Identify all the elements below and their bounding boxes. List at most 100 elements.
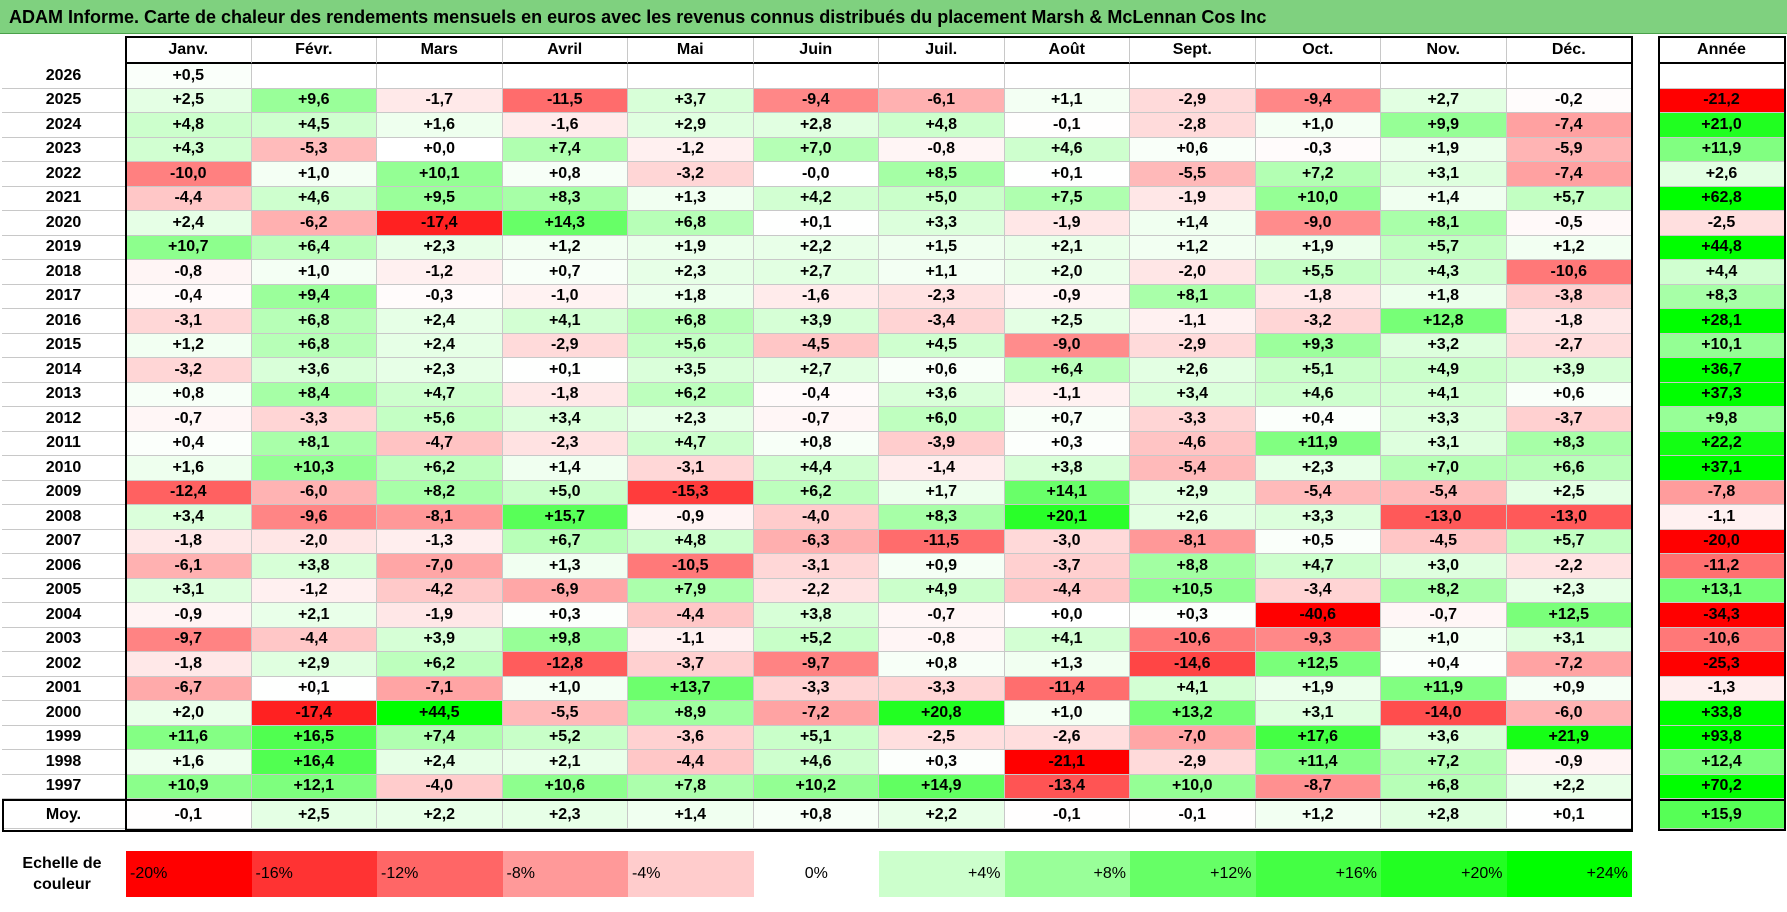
- heatmap-cell: +9,9: [1381, 113, 1507, 138]
- heatmap-cell: +3,8: [1004, 456, 1130, 481]
- month-header: Oct.: [1255, 37, 1381, 64]
- heatmap-cell: -4,5: [753, 333, 879, 358]
- heatmap-cell: -4,4: [628, 750, 754, 775]
- heatmap-cell: -2,2: [753, 578, 879, 603]
- heatmap-cell: -3,7: [628, 652, 754, 677]
- heatmap-cell: -1,1: [1004, 382, 1130, 407]
- heatmap-cell: +8,2: [1381, 578, 1507, 603]
- heatmap-cell: -6,1: [126, 554, 252, 579]
- heatmap-cell: +20,1: [1004, 505, 1130, 530]
- heatmap-cell: +8,8: [1130, 554, 1256, 579]
- heatmap-cell: +2,9: [1130, 480, 1256, 505]
- heatmap-cell: +4,9: [1381, 358, 1507, 383]
- heatmap-cell: -0,9: [1506, 750, 1632, 775]
- heatmap-cell: +4,6: [251, 186, 377, 211]
- heatmap-cell: -0,3: [1255, 137, 1381, 162]
- heatmap-cell: +5,7: [1506, 186, 1632, 211]
- heatmap-cell: -6,0: [251, 480, 377, 505]
- heatmap-cell: +5,2: [502, 725, 628, 750]
- heatmap-cell: -14,6: [1130, 652, 1256, 677]
- heatmap-cell: +6,2: [377, 456, 503, 481]
- heatmap-cell: -9,4: [1255, 88, 1381, 113]
- year-label: 2025: [2, 88, 126, 113]
- annual-header: Année: [1659, 37, 1785, 64]
- heatmap-cell: +3,1: [1381, 162, 1507, 187]
- heatmap-cell: +3,2: [1381, 333, 1507, 358]
- heatmap-cell: +2,2: [753, 235, 879, 260]
- heatmap-cell: +0,5: [1255, 529, 1381, 554]
- month-header: Déc.: [1506, 37, 1632, 64]
- heatmap-cell: -1,9: [1004, 211, 1130, 236]
- year-label: 2026: [2, 64, 126, 89]
- heatmap-cell: +0,1: [502, 358, 628, 383]
- heatmap-cell: -3,1: [628, 456, 754, 481]
- annual-cell: +37,3: [1659, 382, 1785, 407]
- heatmap-cell: -0,1: [1004, 113, 1130, 138]
- heatmap-cell: +4,8: [879, 113, 1005, 138]
- heatmap-cell: +0,5: [126, 64, 252, 89]
- heatmap-cell: +6,7: [502, 529, 628, 554]
- heatmap-cell: -1,0: [502, 284, 628, 309]
- heatmap-cell: -1,1: [628, 627, 754, 652]
- heatmap-cell: -1,8: [1506, 309, 1632, 334]
- heatmap-cell: +10,2: [753, 774, 879, 799]
- heatmap-cell: -7,0: [1130, 725, 1256, 750]
- heatmap-cell: -0,0: [753, 162, 879, 187]
- heatmap-cell: +10,7: [126, 235, 252, 260]
- year-label: 1999: [2, 725, 126, 750]
- heatmap-cell: +9,3: [1255, 333, 1381, 358]
- year-label: 2003: [2, 627, 126, 652]
- heatmap-cell: +0,4: [1255, 407, 1381, 432]
- year-label: 2006: [2, 554, 126, 579]
- heatmap-cell: +6,2: [628, 382, 754, 407]
- heatmap-cell: +4,1: [1130, 676, 1256, 701]
- heatmap-cell: +0,6: [1506, 382, 1632, 407]
- heatmap-cell: +0,7: [1004, 407, 1130, 432]
- heatmap-cell: -9,0: [1255, 211, 1381, 236]
- heatmap-cell: -3,0: [1004, 529, 1130, 554]
- heatmap-cell: -4,0: [377, 774, 503, 799]
- heatmap-cell: +4,5: [879, 333, 1005, 358]
- scale-step: +12%: [1130, 851, 1256, 897]
- heatmap-cell: +8,9: [628, 701, 754, 726]
- average-cell: +2,2: [879, 801, 1005, 829]
- heatmap-cell: -6,1: [879, 88, 1005, 113]
- heatmap-cell: [628, 64, 754, 89]
- heatmap-cell: +13,2: [1130, 701, 1256, 726]
- heatmap-cell: +2,7: [753, 358, 879, 383]
- heatmap-cell: +0,3: [1004, 431, 1130, 456]
- heatmap-cell: -13,0: [1381, 505, 1507, 530]
- heatmap-cell: +10,6: [502, 774, 628, 799]
- heatmap-cell: -3,8: [1506, 284, 1632, 309]
- heatmap-cell: +5,7: [1381, 235, 1507, 260]
- heatmap-cell: -4,4: [126, 186, 252, 211]
- heatmap-cell: +2,1: [251, 603, 377, 628]
- year-label: 2004: [2, 603, 126, 628]
- heatmap-cell: +3,8: [251, 554, 377, 579]
- heatmap-cell: -2,9: [1130, 750, 1256, 775]
- heatmap-cell: +12,5: [1506, 603, 1632, 628]
- heatmap-cell: +0,8: [502, 162, 628, 187]
- heatmap-cell: -10,0: [126, 162, 252, 187]
- scale-step: -12%: [377, 851, 503, 897]
- heatmap-cell: +3,9: [1506, 358, 1632, 383]
- heatmap-cell: -11,5: [879, 529, 1005, 554]
- heatmap-cell: +2,0: [1004, 260, 1130, 285]
- heatmap-cell: +1,9: [628, 235, 754, 260]
- heatmap-cell: [502, 64, 628, 89]
- annual-cell: -1,1: [1659, 505, 1785, 530]
- heatmap-cell: -8,1: [377, 505, 503, 530]
- heatmap-cell: -3,2: [1255, 309, 1381, 334]
- scale-step: -16%: [251, 851, 377, 897]
- heatmap-cell: +0,7: [502, 260, 628, 285]
- heatmap-cell: +0,3: [879, 750, 1005, 775]
- heatmap-cell: +6,8: [251, 309, 377, 334]
- heatmap-cell: +5,2: [753, 627, 879, 652]
- annual-cell: -21,2: [1659, 88, 1785, 113]
- chart-title: ADAM Informe. Carte de chaleur des rende…: [9, 7, 1267, 27]
- heatmap-cell: +1,0: [502, 676, 628, 701]
- heatmap-cell: -1,6: [753, 284, 879, 309]
- heatmap-cell: -0,9: [126, 603, 252, 628]
- heatmap-cell: +4,9: [879, 578, 1005, 603]
- heatmap-cell: +2,6: [1130, 505, 1256, 530]
